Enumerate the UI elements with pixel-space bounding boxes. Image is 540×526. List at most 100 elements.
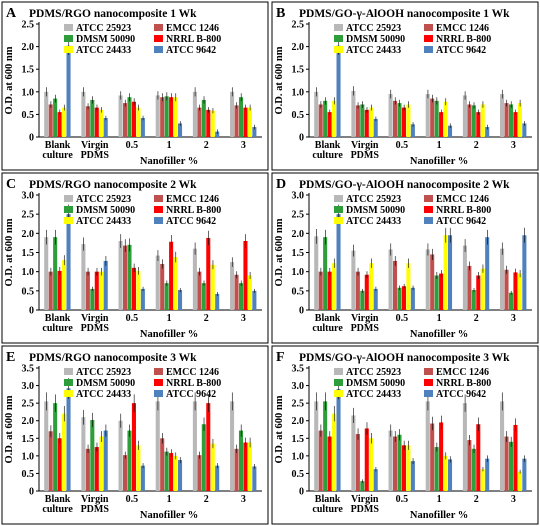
bar-nrrl-b-800 [206, 109, 211, 137]
y-tick-label: 0.5 [22, 469, 35, 480]
bar-atcc-24433 [62, 413, 67, 491]
y-tick-label: 1.5 [292, 248, 305, 259]
panel-frame [1, 1, 269, 171]
y-tick-label: 3.5 [22, 364, 35, 375]
legend-label: DMSM 50090 [76, 34, 135, 45]
bar-atcc-9642 [66, 388, 71, 491]
y-tick-label: 0 [299, 487, 304, 498]
bar-atcc-24433 [99, 109, 104, 137]
legend-swatch [334, 390, 343, 397]
legend-label: ATCC 24433 [76, 45, 131, 56]
x-category-label: 0.5 [396, 140, 409, 151]
bar-emcc-1246 [160, 97, 165, 137]
legend-swatch [64, 24, 73, 31]
panel-d: D PDMS/GO-γ-AlOOH nanocomposite 2 Wk 0 0.5 1… [271, 172, 539, 344]
bar-nrrl-b-800 [401, 445, 406, 491]
bar-atcc-25923 [118, 420, 123, 491]
x-category-label: 3 [511, 494, 516, 505]
bar-atcc-9642 [485, 458, 490, 491]
bar-dmsm-50090 [471, 105, 476, 137]
bar-atcc-24433 [369, 263, 374, 310]
y-tick-label: 3.0 [22, 381, 35, 392]
legend-swatch [154, 217, 163, 224]
bar-dmsm-50090 [127, 430, 132, 491]
bar-atcc-9642 [140, 118, 145, 137]
legend-label: ATCC 9642 [436, 45, 486, 56]
bar-dmsm-50090 [238, 430, 244, 491]
bar-dmsm-50090 [397, 287, 402, 310]
bar-atcc-25923 [192, 401, 197, 491]
panel-letter: D [276, 177, 286, 192]
y-tick-label: 0 [29, 487, 34, 498]
bar-atcc-25923 [500, 94, 505, 137]
y-tick-label: 1.0 [292, 87, 305, 98]
y-tick-label: 2.5 [22, 399, 35, 410]
panel-letter: B [276, 6, 285, 21]
bar-atcc-9642 [410, 287, 415, 310]
legend-swatch [154, 195, 163, 202]
panel-title: PDMS/RGO nanocomposite 1 Wk [29, 8, 197, 20]
panel-f: F PDMS/GO-γ-AlOOH nanocomposite 3 Wk 0 0.5 1… [271, 345, 539, 525]
bar-atcc-9642 [336, 214, 341, 310]
legend-swatch [424, 46, 433, 53]
legend-swatch [154, 206, 163, 213]
legend-label: ATCC 24433 [346, 389, 401, 400]
legend-label: ATCC 9642 [166, 216, 216, 227]
bar-atcc-25923 [500, 401, 505, 491]
panel-letter: F [276, 350, 285, 365]
bar-emcc-1246 [48, 271, 53, 310]
bar-atcc-9642 [215, 465, 220, 491]
legend-swatch [334, 35, 343, 42]
bar-nrrl-b-800 [476, 112, 481, 137]
legend-label: NRRL B-800 [166, 205, 221, 216]
bar-nrrl-b-800 [513, 112, 518, 137]
bar-atcc-9642 [522, 235, 527, 310]
bar-atcc-24433 [247, 442, 252, 491]
x-category-label: 0.5 [126, 313, 139, 324]
bar-atcc-24433 [369, 107, 374, 137]
legend-swatch [64, 35, 73, 42]
bar-emcc-1246 [318, 104, 323, 137]
y-tick-label: 2.0 [292, 42, 305, 53]
y-tick-label: 3.5 [292, 364, 305, 375]
bar-atcc-24433 [210, 443, 215, 491]
bar-dmsm-50090 [360, 290, 365, 310]
x-category-label: 1 [167, 494, 172, 505]
bar-atcc-25923 [192, 91, 197, 137]
bar-emcc-1246 [467, 265, 472, 310]
legend-label: ATCC 25923 [346, 23, 401, 34]
legend-swatch [424, 368, 433, 375]
bar-atcc-25923 [314, 91, 319, 137]
legend-swatch [64, 390, 73, 397]
bar-emcc-1246 [430, 423, 435, 491]
bar-emcc-1246 [430, 254, 435, 310]
legend-label: ATCC 24433 [76, 389, 131, 400]
legend-label: ATCC 9642 [166, 45, 216, 56]
y-axis-label: O.D. at 600 nm [274, 46, 285, 114]
bar-atcc-9642 [485, 237, 490, 310]
bar-atcc-24433 [62, 260, 67, 310]
legend-label: EMCC 1246 [166, 194, 219, 205]
bar-nrrl-b-800 [401, 286, 406, 310]
bar-emcc-1246 [355, 434, 360, 491]
x-category-label: Virgin [351, 140, 379, 151]
bar-emcc-1246 [122, 455, 128, 491]
y-tick-label: 1.0 [292, 267, 305, 278]
y-tick-label: 0.5 [22, 110, 35, 121]
bar-atcc-9642 [373, 118, 378, 137]
bar-atcc-9642 [140, 465, 145, 491]
x-category-label: Virgin [81, 313, 109, 324]
bar-atcc-9642 [485, 127, 490, 137]
x-category-label: PDMS [81, 323, 110, 334]
legend-label: DMSM 50090 [76, 205, 135, 216]
y-tick-label: 1.0 [292, 451, 305, 462]
bar-atcc-9642 [66, 214, 71, 310]
bar-atcc-9642 [178, 123, 183, 137]
x-category-label: 2 [474, 494, 479, 505]
bar-emcc-1246 [234, 105, 239, 137]
bar-atcc-24433 [369, 438, 374, 491]
x-category-label: culture [42, 504, 73, 515]
bar-atcc-24433 [136, 445, 141, 491]
bar-dmsm-50090 [434, 100, 439, 137]
legend-swatch [154, 35, 163, 42]
